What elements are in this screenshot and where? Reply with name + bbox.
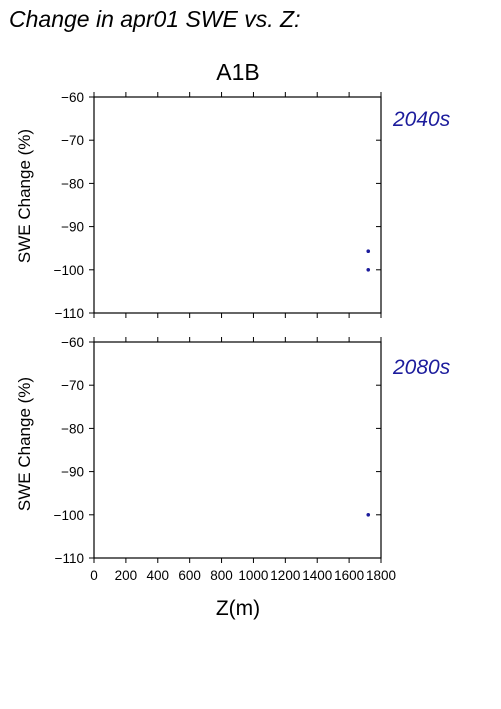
x-tick-label: 800 xyxy=(210,568,233,583)
x-tick-label: 1400 xyxy=(302,568,332,583)
y-tick-label: −100 xyxy=(54,263,84,278)
y-tick-label: −80 xyxy=(61,176,84,191)
y-tick-label: −70 xyxy=(61,133,84,148)
data-point xyxy=(366,513,371,517)
x-tick-label: 200 xyxy=(115,568,138,583)
y-tick-label: −90 xyxy=(61,220,84,235)
y-tick-label: −110 xyxy=(55,551,84,566)
panel-2040s: SWE Change (%) 2040s −60 −70 −80 −90 −100 −11… xyxy=(15,90,451,321)
x-tick-label: 1600 xyxy=(334,568,364,583)
scenario-label: A1B xyxy=(216,59,259,85)
panel-2080s: SWE Change (%) 2080s Z(m) −60 −70 −80 −90 −1… xyxy=(15,335,451,620)
x-tick-label: 400 xyxy=(147,568,170,583)
period-label: 2080s xyxy=(392,356,451,379)
y-tick-label: −70 xyxy=(61,378,84,393)
data-point xyxy=(366,268,371,272)
data-point xyxy=(366,249,371,254)
x-tick-label: 1800 xyxy=(366,568,396,583)
x-tick-label: 1200 xyxy=(270,568,300,583)
page-title: Change in apr01 SWE vs. Z: xyxy=(9,6,300,32)
y-tick-label: −90 xyxy=(61,465,84,480)
x-tick-label: 0 xyxy=(90,568,98,583)
plot-frame xyxy=(93,341,382,559)
y-tick-label: −100 xyxy=(54,508,84,523)
y-axis-label: SWE Change (%) xyxy=(15,377,34,511)
x-tick-label: 1000 xyxy=(238,568,268,583)
plot-frame xyxy=(93,96,382,314)
y-tick-label: −80 xyxy=(61,421,84,436)
y-tick-label: −60 xyxy=(61,335,84,350)
y-tick-label: −110 xyxy=(55,306,84,321)
y-axis-label: SWE Change (%) xyxy=(15,129,34,263)
period-label: 2040s xyxy=(392,108,451,131)
x-axis-label: Z(m) xyxy=(216,597,260,620)
y-tick-label: −60 xyxy=(61,90,84,105)
x-tick-label: 600 xyxy=(178,568,201,583)
